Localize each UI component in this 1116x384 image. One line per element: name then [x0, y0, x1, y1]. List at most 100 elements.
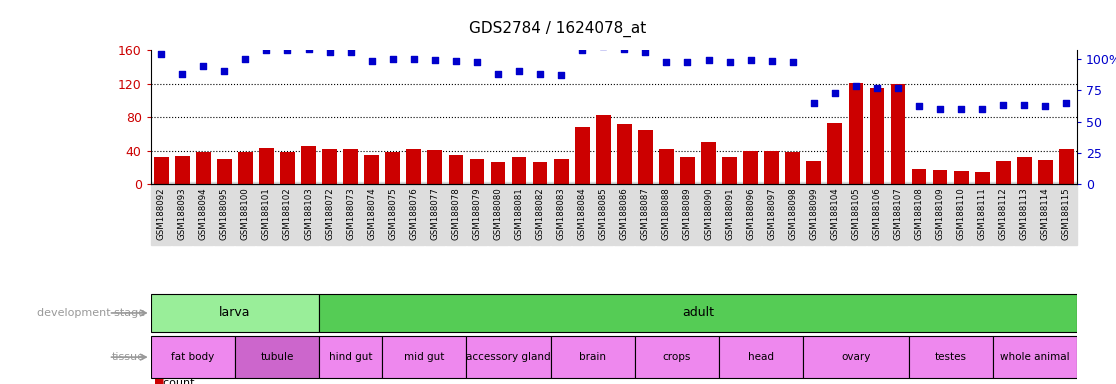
Point: [783, 60, 801, 66]
Bar: [259, 148, 273, 184]
Point: [994, 102, 1012, 108]
Bar: [151, 294, 319, 332]
Bar: [427, 150, 442, 184]
Bar: [1059, 149, 1074, 184]
Bar: [933, 170, 947, 184]
Point: [489, 71, 507, 77]
Point: [636, 50, 654, 56]
Bar: [722, 157, 737, 184]
Text: tissue: tissue: [112, 352, 145, 362]
Text: mid gut: mid gut: [404, 352, 444, 362]
Point: [215, 68, 233, 74]
Bar: [532, 162, 548, 184]
Text: count: count: [156, 378, 194, 384]
Point: [615, 46, 633, 52]
Bar: [491, 162, 506, 184]
Point: [320, 50, 338, 56]
Point: [299, 46, 317, 52]
Bar: [804, 336, 908, 378]
Bar: [827, 123, 843, 184]
Point: [341, 50, 359, 56]
Bar: [786, 152, 800, 184]
Bar: [151, 336, 234, 378]
Text: larva: larva: [219, 306, 251, 319]
Bar: [364, 155, 379, 184]
Point: [889, 84, 907, 91]
Point: [1016, 102, 1033, 108]
Bar: [323, 149, 337, 184]
Text: crops: crops: [663, 352, 691, 362]
Point: [574, 47, 591, 53]
Text: whole animal: whole animal: [1000, 352, 1069, 362]
Bar: [912, 169, 926, 184]
Point: [510, 68, 528, 74]
Text: brain: brain: [579, 352, 606, 362]
Text: fat body: fat body: [171, 352, 214, 362]
Bar: [617, 124, 632, 184]
Bar: [848, 83, 864, 184]
Bar: [280, 152, 295, 184]
Point: [847, 83, 865, 89]
Bar: [680, 157, 695, 184]
Point: [1037, 103, 1055, 109]
Point: [173, 71, 191, 77]
Bar: [1017, 157, 1031, 184]
Bar: [512, 157, 527, 184]
Point: [700, 57, 718, 63]
Point: [1058, 99, 1076, 106]
Bar: [196, 152, 211, 184]
Bar: [596, 116, 610, 184]
Point: [405, 56, 423, 62]
Point: [911, 103, 929, 109]
Point: [952, 106, 970, 112]
Point: [194, 63, 212, 70]
Point: [973, 106, 991, 112]
Text: accessory gland: accessory gland: [466, 352, 551, 362]
Bar: [743, 151, 758, 184]
Text: head: head: [748, 352, 775, 362]
Bar: [217, 159, 232, 184]
Point: [279, 47, 297, 53]
Point: [468, 60, 485, 66]
Bar: [154, 157, 169, 184]
Point: [721, 60, 739, 66]
Bar: [554, 159, 568, 184]
Bar: [319, 336, 383, 378]
Point: [363, 58, 381, 64]
Bar: [1038, 160, 1052, 184]
Point: [426, 57, 444, 63]
Bar: [175, 156, 190, 184]
Bar: [385, 152, 401, 184]
Bar: [635, 336, 719, 378]
Point: [657, 60, 675, 66]
Point: [258, 47, 276, 53]
Text: hind gut: hind gut: [329, 352, 373, 362]
Point: [805, 99, 822, 106]
Point: [152, 51, 170, 57]
Text: development stage: development stage: [37, 308, 145, 318]
Bar: [406, 149, 421, 184]
Bar: [301, 146, 316, 184]
Text: ovary: ovary: [841, 352, 870, 362]
Text: adult: adult: [682, 306, 714, 319]
Point: [595, 43, 613, 49]
Point: [531, 71, 549, 77]
Bar: [660, 149, 674, 184]
Bar: [470, 159, 484, 184]
Bar: [993, 336, 1077, 378]
Bar: [719, 336, 804, 378]
Point: [868, 84, 886, 91]
Bar: [238, 152, 252, 184]
Point: [552, 72, 570, 78]
Bar: [550, 336, 635, 378]
Bar: [701, 142, 715, 184]
Point: [826, 89, 844, 96]
Bar: [764, 151, 779, 184]
Bar: [908, 336, 993, 378]
Bar: [344, 149, 358, 184]
Text: ■: ■: [154, 378, 164, 384]
Bar: [575, 127, 589, 184]
Bar: [995, 161, 1011, 184]
Bar: [891, 84, 905, 184]
Bar: [869, 88, 884, 184]
